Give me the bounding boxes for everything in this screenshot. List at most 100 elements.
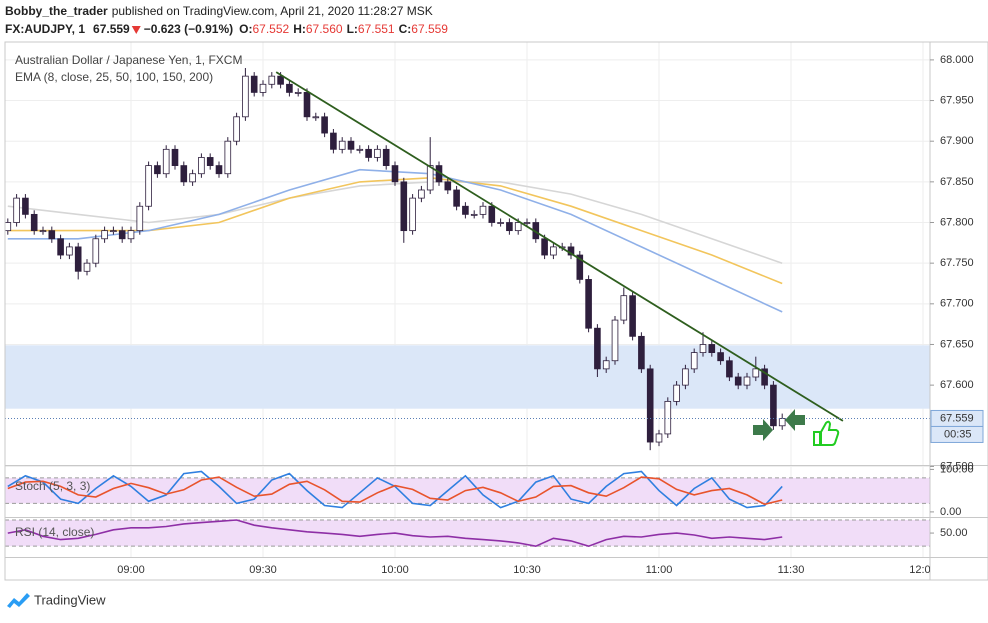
change: −0.623 (−0.91%) <box>144 22 233 36</box>
x-tick-label: 12:00 <box>909 564 937 576</box>
candle-body <box>338 140 346 150</box>
candle-body <box>594 327 601 370</box>
thumbs-up-icon <box>813 420 840 446</box>
candle-body <box>180 165 188 183</box>
candle-body <box>444 181 452 191</box>
candle-body <box>145 165 152 207</box>
y-tick-label: 68.000 <box>940 54 974 66</box>
candle-body <box>13 197 20 223</box>
y-tick-label: 67.900 <box>940 135 974 147</box>
candle-body <box>136 205 144 232</box>
candle-body <box>74 246 82 272</box>
y-tick-label: 67.700 <box>940 298 974 310</box>
candle-body <box>391 165 399 183</box>
candle-body <box>198 157 205 175</box>
open-label: O: <box>239 22 252 36</box>
author: Bobby_the_trader <box>5 4 108 18</box>
y-tick-label: 67.950 <box>940 94 974 106</box>
low-label: L: <box>347 22 358 36</box>
candle-body <box>110 230 117 233</box>
chart-title: Australian Dollar / Japanese Yen, 1, FXC… <box>15 53 242 67</box>
close-value: 67.559 <box>411 22 448 36</box>
candle-body <box>646 368 654 443</box>
candle-body <box>523 222 531 224</box>
x-tick-label: 11:30 <box>778 564 805 576</box>
zone <box>5 345 930 409</box>
candle-body <box>699 344 707 354</box>
y-tick-label: 67.500 <box>940 460 974 472</box>
last-price-label: 67.559 <box>940 412 974 424</box>
candle-body <box>259 83 267 93</box>
candle-body <box>294 92 302 94</box>
countdown-box <box>930 425 984 443</box>
candle-body <box>585 279 592 329</box>
candle-body <box>752 368 760 378</box>
candle-body <box>743 376 751 386</box>
y-tick-label: 0.00 <box>940 506 961 518</box>
high-value: 67.560 <box>306 22 343 36</box>
candle-body <box>242 75 249 118</box>
candle-body <box>655 433 663 443</box>
candle-body <box>690 352 698 370</box>
candle-body <box>453 189 460 207</box>
candle-body <box>347 140 355 150</box>
brand: TradingView <box>34 592 106 607</box>
candle-body <box>92 238 100 264</box>
indicator-legend: EMA (8, close, 25, 50, 100, 150, 200) <box>15 70 213 84</box>
text-layer: Australian Dollar / Japanese Yen, 1, FXC… <box>5 4 984 607</box>
candle-body <box>5 222 12 232</box>
pane-marks <box>5 68 930 451</box>
candle-body <box>673 384 680 402</box>
candle-body <box>30 213 38 232</box>
candle-body <box>286 83 293 93</box>
countdown-label: 00:35 <box>944 428 972 440</box>
x-tick-label: 09:00 <box>117 564 145 576</box>
candle-body <box>418 189 425 199</box>
candle-body <box>57 238 64 256</box>
candle-body <box>206 157 214 166</box>
indicator-line <box>7 476 783 506</box>
candle-body <box>171 148 179 166</box>
high-label: H: <box>293 22 306 36</box>
candle-body <box>462 205 469 215</box>
candle-body <box>541 238 548 256</box>
symbol: FX:AUDJPY, 1 <box>5 22 85 36</box>
trendline <box>275 71 844 422</box>
candle-body <box>664 400 672 435</box>
candle-body <box>734 376 742 386</box>
candle-body <box>365 148 372 158</box>
candle-body <box>382 148 390 166</box>
candle-body <box>303 92 311 118</box>
byline: published on TradingView.com, April 21, … <box>112 4 433 18</box>
candle-body <box>488 205 496 223</box>
candle-body <box>682 368 689 386</box>
y-tick-label: 100.00 <box>940 463 974 475</box>
logo-mark <box>7 593 30 608</box>
candle-body <box>101 230 108 240</box>
tradingview-logo <box>7 593 30 608</box>
arrow-right-icon <box>753 419 773 441</box>
candle-body <box>250 75 258 93</box>
candle-body <box>400 181 408 232</box>
y-tick-label: 67.750 <box>940 257 974 269</box>
candle-body <box>66 246 73 256</box>
candle-body <box>268 75 276 85</box>
candle-body <box>708 344 716 354</box>
candle-body <box>576 254 584 280</box>
candle-body <box>761 368 768 386</box>
x-tick-label: 09:30 <box>249 564 277 576</box>
x-tick-label: 10:30 <box>513 564 541 576</box>
candle-body <box>506 222 513 232</box>
candle-body <box>224 140 232 175</box>
pane-marks <box>7 519 783 548</box>
candle-body <box>321 116 328 134</box>
candle-body <box>312 116 320 119</box>
candle-body <box>638 335 645 370</box>
candle-body <box>550 246 557 256</box>
candle-body <box>154 165 161 175</box>
candle-body <box>514 222 522 232</box>
time-axis: 09:00 09:30 10:00 10:30 11:00 11:30 12:00 <box>117 564 937 576</box>
y-tick-label: 67.800 <box>940 216 974 228</box>
close-label: C: <box>399 22 412 36</box>
